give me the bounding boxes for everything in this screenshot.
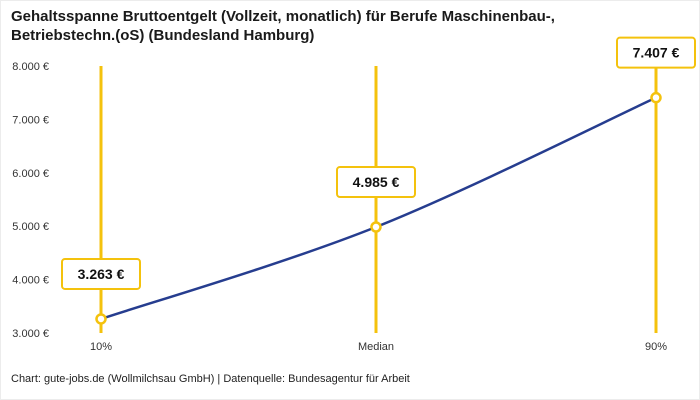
data-point-marker [370,221,382,233]
salary-curve [99,96,658,321]
value-label-box [616,36,696,69]
y-tick-label: 7.000 € [12,114,49,126]
x-axis-label: 10% [90,341,112,353]
y-tick-label: 4.000 € [12,275,49,287]
value-label-box [61,257,141,290]
y-tick-label: 5.000 € [12,221,49,233]
chart-source-footer: Chart: gute-jobs.de (Wollmilchsau GmbH) … [11,373,410,385]
data-point-marker [95,313,107,325]
value-label-text: 7.407 € [633,45,680,61]
value-label-box [336,166,416,199]
chart-title-line-2: Betriebstechn.(oS) (Bundesland Hamburg) [11,27,315,44]
y-tick-label: 6.000 € [12,168,49,180]
y-tick-label: 3.000 € [12,328,49,340]
x-axis-label: 90% [645,341,667,353]
chart-title: Gehaltsspanne Bruttoentgelt (Vollzeit, m… [11,7,651,45]
chart-title-line-1: Gehaltsspanne Bruttoentgelt (Vollzeit, m… [11,8,555,25]
x-axis-label: Median [358,341,394,353]
data-point-marker [650,91,662,104]
y-tick-label: 8.000 € [12,61,49,73]
value-label-text: 3.263 € [78,266,125,282]
value-label-text: 4.985 € [353,174,400,190]
